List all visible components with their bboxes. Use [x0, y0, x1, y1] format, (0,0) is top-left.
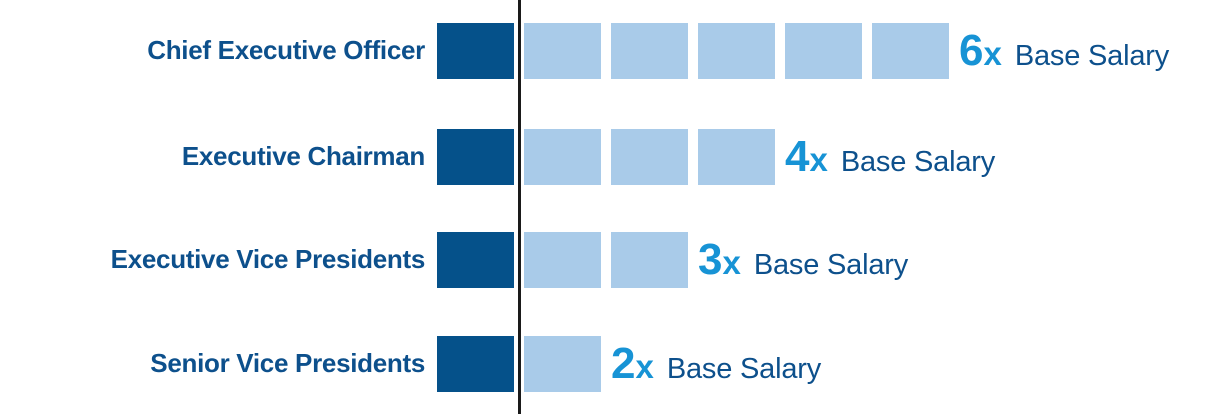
- multiplier-group: 2 x Base Salary: [611, 342, 821, 386]
- light-unit-square: [698, 129, 775, 185]
- base-salary-label: Base Salary: [753, 249, 909, 281]
- multiplier-value: 6: [959, 26, 984, 75]
- multiplier-value: 4: [785, 132, 810, 181]
- light-unit-square: [611, 23, 688, 79]
- multiplier-x: x: [809, 141, 828, 178]
- light-unit-square: [524, 23, 601, 79]
- multiplier-group: 4 x Base Salary: [785, 135, 995, 179]
- chart-row: Executive Chairman 4 x Base Salary: [0, 129, 1207, 185]
- multiplier-group: 3 x Base Salary: [698, 238, 908, 282]
- multiplier-value: 2: [611, 339, 636, 388]
- light-unit-square: [611, 129, 688, 185]
- multiplier-x: x: [983, 35, 1002, 72]
- multiplier-x: x: [635, 348, 654, 385]
- light-unit-square: [698, 23, 775, 79]
- multiplier-value: 3: [698, 235, 723, 284]
- chart-row: Senior Vice Presidents 2 x Base Salary: [0, 336, 1207, 392]
- light-unit-square: [524, 129, 601, 185]
- base-salary-label: Base Salary: [666, 353, 822, 385]
- dark-unit-square: [437, 336, 514, 392]
- chart-row: Executive Vice Presidents 3 x Base Salar…: [0, 232, 1207, 288]
- dark-unit-square: [437, 23, 514, 79]
- light-unit-square: [872, 23, 949, 79]
- baseline-axis: [518, 0, 521, 414]
- row-unit-squares: [437, 23, 949, 79]
- light-unit-square: [524, 232, 601, 288]
- chart-row: Chief Executive Officer 6 x Base Salary: [0, 23, 1207, 79]
- dark-unit-square: [437, 232, 514, 288]
- dark-unit-square: [437, 129, 514, 185]
- multiplier-group: 6 x Base Salary: [959, 29, 1169, 73]
- row-unit-squares: [437, 129, 775, 185]
- light-unit-square: [524, 336, 601, 392]
- row-label: Executive Chairman: [181, 141, 425, 172]
- row-label: Senior Vice Presidents: [150, 348, 425, 379]
- base-salary-label: Base Salary: [1014, 40, 1170, 72]
- row-unit-squares: [437, 232, 688, 288]
- row-unit-squares: [437, 336, 601, 392]
- base-salary-label: Base Salary: [840, 146, 996, 178]
- row-label: Executive Vice Presidents: [110, 244, 426, 275]
- light-unit-square: [611, 232, 688, 288]
- light-unit-square: [785, 23, 862, 79]
- multiplier-x: x: [722, 244, 741, 281]
- row-label: Chief Executive Officer: [147, 35, 425, 66]
